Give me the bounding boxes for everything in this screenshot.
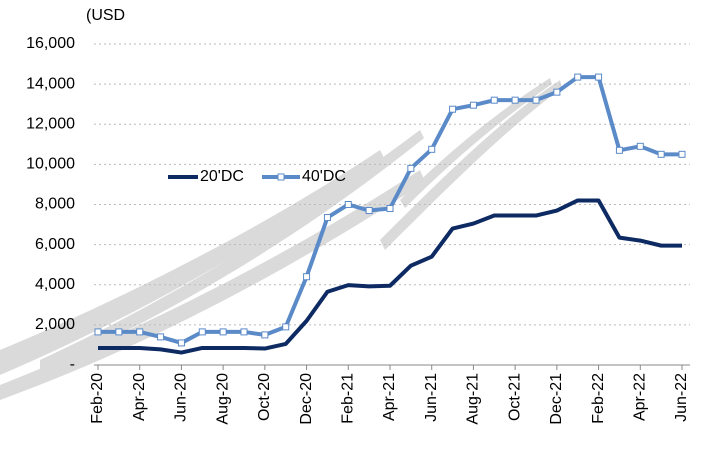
point-marker <box>157 333 165 341</box>
x-tick-label: Jun-20 <box>173 373 190 422</box>
point-marker <box>595 73 603 81</box>
x-tick-label: Apr-22 <box>632 373 649 421</box>
point-marker <box>490 96 498 104</box>
point-marker <box>240 328 248 336</box>
point-marker <box>615 146 623 154</box>
y-tick-label: 2,000 <box>35 316 75 333</box>
point-marker <box>469 101 477 109</box>
point-marker <box>261 331 269 339</box>
point-marker <box>678 150 686 158</box>
point-marker <box>365 207 373 215</box>
y-tick-label: 4,000 <box>35 276 75 293</box>
y-tick-label: 16,000 <box>26 35 75 52</box>
x-tick-label: Aug-21 <box>465 373 482 425</box>
x-tick-label: Apr-20 <box>131 373 148 421</box>
point-marker <box>198 328 206 336</box>
point-marker <box>636 142 644 150</box>
y-tick-label: 10,000 <box>26 156 75 173</box>
x-tick-label: Apr-21 <box>381 373 398 421</box>
x-tick-label: Jun-22 <box>673 373 690 422</box>
legend-marker <box>277 173 285 181</box>
point-marker <box>428 145 436 153</box>
y-tick-label: 14,000 <box>26 75 75 92</box>
point-marker <box>94 328 102 336</box>
legend-label: 40'DC <box>302 168 346 185</box>
y-tick-label: 8,000 <box>35 196 75 213</box>
point-marker <box>386 205 394 213</box>
point-marker <box>574 73 582 81</box>
y-tick-label: 6,000 <box>35 236 75 253</box>
point-marker <box>532 96 540 104</box>
x-tick-label: Aug-20 <box>214 373 231 425</box>
x-tick-label: Jun-21 <box>423 373 440 422</box>
point-marker <box>282 323 290 331</box>
point-marker <box>657 150 665 158</box>
chart-title: (USD <box>86 7 125 24</box>
y-tick-label: - <box>70 356 75 373</box>
x-tick-label: Oct-21 <box>506 373 523 421</box>
x-tick-label: Dec-21 <box>548 373 565 425</box>
point-marker <box>136 328 144 336</box>
point-marker <box>323 214 331 222</box>
background-swoosh <box>0 78 562 400</box>
y-tick-label: 12,000 <box>26 115 75 132</box>
point-marker <box>553 88 561 96</box>
x-tick-label: Dec-20 <box>298 373 315 425</box>
point-marker <box>407 164 415 172</box>
point-marker <box>177 339 185 347</box>
point-marker <box>344 201 352 208</box>
series-line <box>98 198 682 355</box>
x-tick-label: Feb-20 <box>89 373 106 424</box>
point-marker <box>303 273 311 281</box>
point-marker <box>511 96 519 104</box>
x-tick-label: Oct-20 <box>256 373 273 421</box>
point-marker <box>449 105 457 113</box>
legend-label: 20'DC <box>200 168 244 185</box>
point-marker <box>115 328 123 336</box>
x-tick-label: Feb-21 <box>340 373 357 424</box>
legend: 20'DC 40'DC <box>168 168 346 185</box>
x-tick-label: Feb-22 <box>590 373 607 424</box>
point-marker <box>219 328 227 336</box>
